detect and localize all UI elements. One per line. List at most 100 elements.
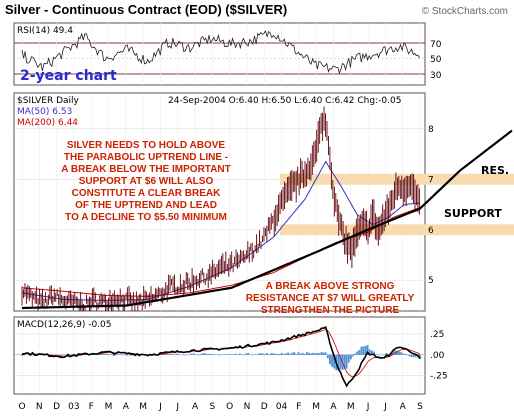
macd-hist-bar	[165, 353, 168, 355]
macd-hist-bar	[92, 354, 95, 355]
x-tick-label: D	[53, 402, 60, 412]
macd-hist-bar	[362, 346, 365, 355]
macd-hist-bar	[188, 354, 191, 356]
macd-hist-bar	[222, 354, 224, 355]
price-tick-label: 8	[428, 125, 434, 135]
x-tick-label: N	[36, 402, 43, 412]
macd-hist-bar	[400, 352, 403, 355]
macd-hist-bar	[276, 353, 279, 355]
macd-hist-bar	[345, 354, 348, 369]
macd-hist-bar	[167, 354, 170, 355]
macd-hist-bar	[238, 353, 241, 355]
macd-hist-bar	[119, 354, 122, 356]
macd-hist-bar	[224, 354, 227, 355]
macd-hist-bar	[393, 350, 396, 355]
macd-hist-bar	[278, 354, 281, 355]
macd-hist-bar	[111, 354, 113, 356]
macd-hist-bar	[410, 354, 413, 357]
price-tick-label: 7	[428, 175, 434, 185]
macd-hist-bar	[370, 350, 373, 355]
macd-hist-bar	[130, 354, 132, 356]
macd-hist-bar	[414, 354, 417, 358]
macd-hist-bar	[360, 346, 363, 355]
x-tick-label: O	[18, 402, 25, 412]
macd-hist-bar	[291, 352, 294, 355]
macd-hist-bar	[404, 353, 407, 355]
macd-hist-bar	[58, 354, 61, 356]
macd-label: MACD(12,26,9) -0.05	[17, 320, 112, 330]
macd-hist-bar	[282, 354, 285, 355]
macd-hist-bar	[203, 353, 206, 355]
macd-hist-bar	[274, 354, 277, 355]
x-tick-label: M	[347, 402, 355, 412]
macd-hist-bar	[60, 354, 63, 356]
macd-hist-bar	[261, 353, 264, 355]
macd-hist-bar	[408, 354, 411, 357]
main-annotation: SILVER NEEDS TO HOLD ABOVE THE PARABOLIC…	[61, 140, 230, 223]
price-axis: 8 7 6 5	[428, 125, 434, 286]
macd-hist-bar	[356, 351, 359, 355]
macd-hist-bar	[316, 352, 319, 355]
ma50-legend: MA(50) 6.53	[17, 107, 72, 117]
macd-hist-bar	[220, 354, 222, 356]
macd-hist-bar	[381, 354, 384, 356]
macd-hist-bar	[373, 351, 375, 355]
macd-hist-bar	[293, 352, 296, 355]
macd-hist-bar	[305, 352, 308, 355]
macd-hist-bar	[337, 354, 340, 371]
chart-period-caption: 2-year chart	[20, 68, 117, 84]
rsi-tick-30: 30	[430, 71, 442, 81]
macd-hist-bar	[387, 353, 390, 355]
macd-hist-bar	[289, 353, 292, 355]
macd-hist-bar	[243, 354, 245, 356]
x-tick-label: S	[417, 402, 423, 412]
macd-hist-bar	[236, 354, 239, 356]
macd-hist-bar	[396, 350, 398, 355]
macd-hist-bar	[241, 354, 243, 356]
macd-axis: .25 .00 -.25	[430, 330, 448, 381]
macd-hist-bar	[180, 354, 183, 356]
macd-hist-bar	[383, 354, 386, 356]
macd-hist-bar	[358, 349, 361, 355]
macd-hist-bar	[375, 354, 377, 355]
macd-hist-bar	[226, 354, 229, 355]
macd-hist-bar	[272, 353, 275, 355]
macd-hist-bar	[352, 354, 354, 357]
annotation-line: STRENGTHEN THE PICTURE	[261, 305, 400, 316]
rsi-tick-70: 70	[430, 40, 442, 50]
macd-hist-bar	[255, 354, 258, 355]
macd-tick-label: -.25	[430, 371, 448, 381]
macd-hist-bar	[199, 354, 201, 356]
macd-hist-bar	[96, 354, 99, 356]
annotation-line: RESISTANCE AT $7 WILL GREATLY	[246, 293, 415, 304]
annotation-line: A BREAK BELOW THE IMPORTANT	[61, 164, 230, 175]
macd-hist-bar	[322, 352, 325, 355]
macd-hist-bar	[209, 353, 212, 355]
macd-hist-bar	[347, 354, 350, 363]
x-tick-label: O	[226, 402, 233, 412]
x-tick-label: J	[383, 402, 387, 412]
macd-hist-bar	[234, 353, 237, 355]
rsi-panel: RSI(14) 49.4 2-year chart 70 50 30	[13, 22, 442, 86]
macd-hist-bar	[259, 353, 262, 355]
macd-hist-bar	[136, 354, 139, 356]
x-tick-label: 04	[276, 402, 288, 412]
macd-hist-bar	[314, 353, 317, 355]
macd-histogram	[21, 345, 421, 371]
macd-hist-bar	[368, 349, 371, 355]
support-band	[280, 224, 514, 236]
macd-hist-bar	[324, 352, 327, 355]
macd-hist-bar	[31, 354, 34, 355]
macd-hist-bar	[197, 354, 199, 356]
macd-hist-bar	[385, 352, 388, 355]
macd-hist-bar	[215, 354, 218, 355]
annotation-line: OF THE UPTREND AND LEAD	[75, 200, 217, 211]
macd-hist-bar	[228, 354, 231, 355]
macd-hist-bar	[230, 354, 233, 355]
macd-hist-bar	[174, 354, 176, 356]
chart-title: Silver - Continuous Contract (EOD) ($SIL…	[5, 2, 287, 17]
macd-hist-bar	[94, 354, 97, 356]
x-tick-label: A	[330, 402, 337, 412]
macd-hist-bar	[320, 352, 323, 355]
